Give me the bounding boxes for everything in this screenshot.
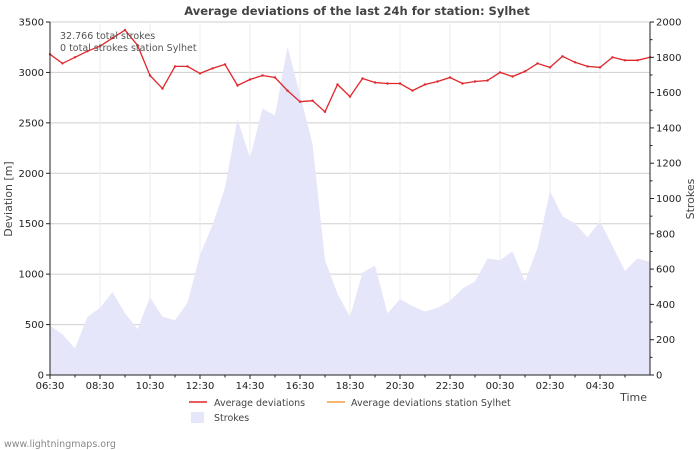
deviation-point-43 [586, 65, 589, 68]
x-tick-7: 20:30 [386, 381, 415, 392]
deviation-point-45 [611, 56, 614, 59]
deviation-point-17 [261, 74, 264, 77]
deviation-point-44 [598, 66, 602, 69]
y-left-tick-1: 500 [25, 320, 44, 331]
footer-credit: www.lightningmaps.org [4, 439, 116, 450]
deviation-point-30 [423, 83, 427, 86]
chart-title: Average deviations of the last 24h for s… [184, 4, 530, 18]
deviation-point-3 [86, 50, 89, 53]
deviation-point-19 [286, 89, 289, 92]
deviation-line-layer [48, 28, 652, 114]
y-right-tick-0: 0 [656, 371, 662, 382]
deviation-point-36 [498, 71, 502, 74]
y-left-tick-2: 1000 [19, 270, 44, 281]
deviation-point-9 [161, 87, 164, 90]
deviation-point-28 [398, 82, 402, 85]
legend: Average deviations Average deviations st… [189, 398, 511, 424]
legend-strokes-label: Strokes [214, 413, 249, 424]
left-axis-ticks: 0 500 1000 1500 2000 2500 3000 3500 [19, 18, 50, 382]
deviation-point-47 [636, 59, 639, 62]
y-left-tick-3: 1500 [19, 219, 44, 230]
deviation-point-13 [211, 67, 214, 70]
deviation-point-42 [573, 61, 577, 64]
strokes-area [50, 46, 650, 375]
station-strokes-annotation: 0 total strokes station Sylhet [60, 43, 197, 54]
deviation-point-6 [123, 28, 127, 32]
y-right-tick-5: 1000 [656, 194, 681, 205]
y-right-tick-9: 1800 [656, 53, 681, 64]
deviation-point-32 [448, 76, 452, 79]
strokes-area-layer [50, 46, 650, 375]
x-tick-9: 00:30 [486, 381, 515, 392]
y-right-tick-7: 1400 [656, 123, 681, 134]
deviation-point-23 [336, 83, 339, 86]
deviation-point-38 [523, 70, 527, 73]
deviation-point-7 [136, 44, 139, 47]
x-tick-3: 12:30 [186, 381, 215, 392]
y-left-tick-5: 2500 [19, 118, 44, 129]
deviation-point-34 [473, 80, 477, 83]
x-tick-5: 16:30 [286, 381, 315, 392]
deviation-point-20 [298, 100, 302, 103]
x-tick-10: 02:30 [536, 381, 565, 392]
y-right-tick-1: 200 [656, 335, 675, 346]
deviation-point-16 [248, 78, 252, 81]
x-tick-0: 06:30 [36, 381, 65, 392]
deviation-point-10 [173, 65, 177, 68]
legend-avg-label: Average deviations [214, 398, 305, 409]
deviation-point-31 [436, 80, 439, 83]
legend-station-label: Average deviations station Sylhet [351, 398, 511, 409]
deviation-point-29 [411, 89, 414, 92]
deviation-point-46 [623, 59, 627, 62]
deviation-point-26 [373, 81, 377, 84]
x-axis-title: Time [619, 391, 647, 404]
deviation-point-25 [361, 77, 364, 80]
y-left-tick-4: 2000 [19, 169, 44, 180]
total-strokes-annotation: 32.766 total strokes [60, 31, 155, 42]
deviation-point-21 [311, 99, 314, 102]
legend-strokes-swatch [191, 412, 204, 423]
deviation-point-18 [273, 76, 277, 79]
deviation-point-2 [73, 56, 77, 59]
deviation-point-5 [111, 36, 114, 40]
deviation-point-39 [536, 62, 539, 65]
deviation-point-12 [198, 72, 202, 75]
deviation-point-14 [223, 63, 227, 66]
x-tick-2: 10:30 [136, 381, 165, 392]
x-tick-4: 14:30 [236, 381, 265, 392]
deviation-point-8 [148, 74, 152, 77]
deviation-point-22 [323, 110, 327, 114]
y-left-axis-title: Deviation [m] [2, 161, 15, 236]
y-right-tick-3: 600 [656, 265, 675, 276]
x-tick-6: 18:30 [336, 381, 365, 392]
y-left-tick-7: 3500 [19, 18, 44, 29]
y-right-tick-6: 1200 [656, 159, 681, 170]
deviation-point-4 [98, 45, 102, 48]
deviation-point-40 [548, 66, 552, 69]
deviation-point-11 [186, 65, 189, 68]
y-right-tick-8: 1600 [656, 88, 681, 99]
y-right-tick-4: 800 [656, 229, 675, 240]
deviation-point-41 [561, 55, 564, 58]
deviation-point-27 [386, 82, 389, 85]
x-tick-8: 22:30 [436, 381, 465, 392]
deviation-point-35 [486, 79, 489, 82]
y-left-tick-0: 0 [38, 371, 44, 382]
x-tick-1: 08:30 [86, 381, 115, 392]
y-right-tick-2: 400 [656, 300, 675, 311]
deviation-point-15 [236, 84, 239, 87]
deviation-point-1 [61, 62, 64, 65]
y-left-tick-6: 3000 [19, 68, 44, 79]
y-right-axis-title: Strokes [684, 178, 697, 219]
x-axis-ticks: 06:30 08:30 10:30 12:30 14:30 16:30 18:30 20:30… [36, 375, 626, 392]
y-right-tick-10: 2000 [656, 18, 681, 29]
deviation-point-24 [348, 95, 352, 98]
deviation-point-33 [461, 82, 464, 85]
right-axis-ticks: 0 200 400 600 800 1000 1200 1400 1600 1800 2000 [650, 18, 681, 382]
deviation-point-37 [511, 75, 514, 78]
x-tick-11: 04:30 [586, 381, 615, 392]
